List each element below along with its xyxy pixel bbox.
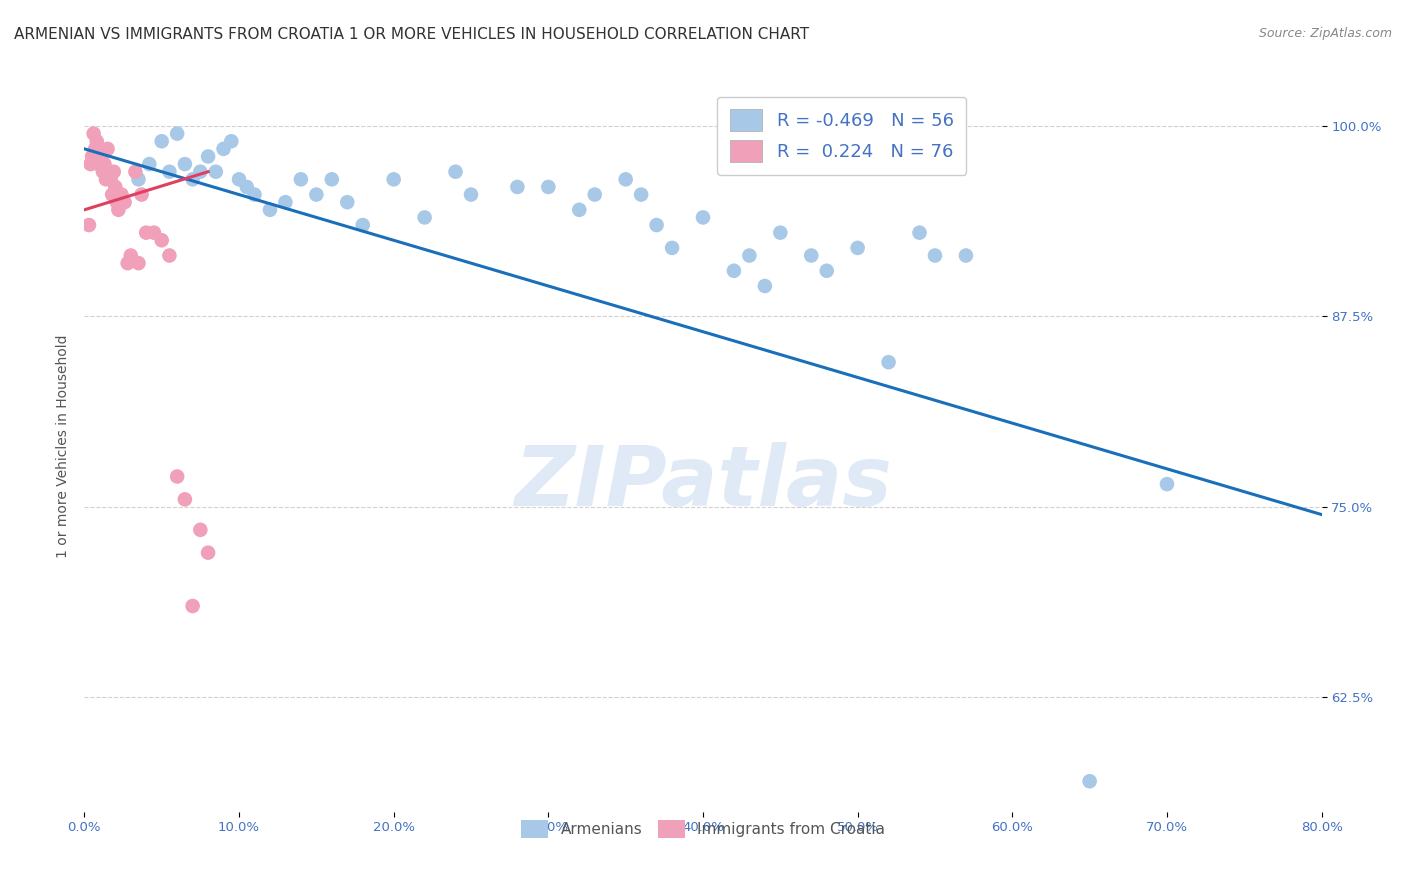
Point [243,187,266,202]
Point [159,248,180,262]
Point [96,142,118,156]
Point [174,157,197,171]
Point [79,157,101,171]
Point [181,599,204,613]
Point [100,172,122,186]
Point [188,523,212,537]
Point [90,149,112,163]
Point [114,195,136,210]
Point [382,172,405,186]
Point [117,256,139,270]
Point [120,248,142,262]
Point [537,180,560,194]
Point [274,195,297,210]
Point [91,164,114,178]
Point [352,218,374,232]
Point [228,172,250,186]
Point [769,226,792,240]
Point [1156,477,1178,491]
Point [166,469,188,483]
Point [754,279,776,293]
Point [336,195,359,210]
Point [692,211,714,225]
Point [259,202,281,217]
Point [159,164,180,178]
Point [89,142,111,156]
Point [138,157,160,171]
Point [444,164,467,178]
Point [105,195,128,210]
Point [107,202,129,217]
Point [104,180,127,194]
Point [174,492,197,507]
Point [460,187,482,202]
Point [150,233,173,247]
Point [135,226,157,240]
Point [305,187,328,202]
Legend: Armenians, Immigrants from Croatia: Armenians, Immigrants from Croatia [515,814,891,845]
Point [127,256,149,270]
Point [723,264,745,278]
Point [77,218,100,232]
Point [321,172,343,186]
Point [197,546,219,560]
Point [83,127,105,141]
Point [131,187,153,202]
Point [150,134,173,148]
Point [630,187,652,202]
Point [738,248,761,262]
Point [221,134,243,148]
Point [212,142,235,156]
Point [815,264,838,278]
Point [166,127,188,141]
Point [82,149,104,163]
Point [110,187,132,202]
Point [101,187,124,202]
Point [290,172,312,186]
Point [86,134,108,148]
Point [506,180,529,194]
Text: ARMENIAN VS IMMIGRANTS FROM CROATIA 1 OR MORE VEHICLES IN HOUSEHOLD CORRELATION : ARMENIAN VS IMMIGRANTS FROM CROATIA 1 OR… [14,27,810,42]
Text: ZIPatlas: ZIPatlas [515,442,891,523]
Point [197,149,219,163]
Point [94,172,117,186]
Point [188,164,212,178]
Point [84,142,107,156]
Point [124,164,146,178]
Point [205,164,228,178]
Text: Source: ZipAtlas.com: Source: ZipAtlas.com [1258,27,1392,40]
Point [877,355,900,369]
Y-axis label: 1 or more Vehicles in Household: 1 or more Vehicles in Household [56,334,70,558]
Point [143,226,166,240]
Point [614,172,637,186]
Point [955,248,977,262]
Point [87,157,110,171]
Point [924,248,946,262]
Point [645,218,668,232]
Point [1078,774,1101,789]
Point [103,164,125,178]
Point [661,241,683,255]
Point [583,187,606,202]
Point [800,248,823,262]
Point [98,164,121,178]
Point [127,172,149,186]
Point [93,157,115,171]
Point [908,226,931,240]
Point [181,172,204,186]
Point [413,211,436,225]
Point [846,241,869,255]
Point [568,202,591,217]
Point [235,180,259,194]
